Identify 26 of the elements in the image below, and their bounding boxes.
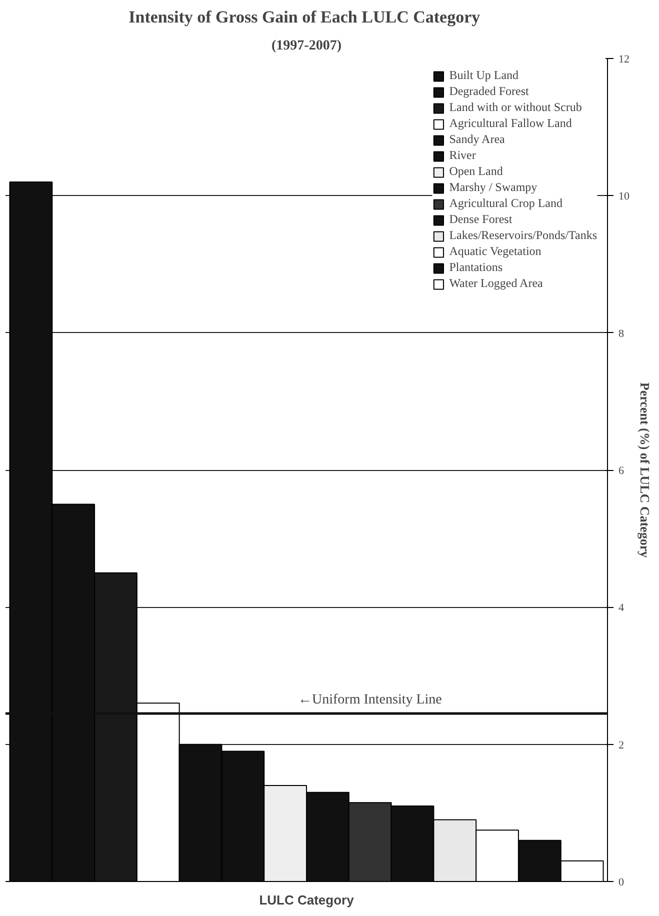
legend-label: River (449, 148, 476, 163)
y-axis-title: Percent (%) of LULC Category (638, 382, 652, 558)
legend-label: Aquatic Vegetation (449, 244, 542, 259)
y-tick-label: 10 (618, 190, 630, 203)
legend-label: Built Up Land (449, 68, 519, 83)
y-tick-label: 4 (618, 602, 624, 614)
y-tick-label: 0 (618, 876, 624, 888)
chart-title: Intensity of Gross Gain of Each LULC Category (128, 8, 481, 26)
chart-subtitle: (1997-2007) (272, 38, 342, 54)
legend-label: Open Land (449, 164, 503, 179)
legend-label: Sandy Area (449, 132, 505, 147)
legend-label: Agricultural Fallow Land (449, 116, 572, 131)
legend-label: Degraded Forest (449, 84, 529, 99)
y-tick-label: 6 (618, 465, 624, 477)
y-tick-label: 12 (618, 54, 630, 66)
legend-label: Agricultural Crop Land (449, 196, 562, 211)
legend-label: Lakes/Reservoirs/Ponds/Tanks (449, 228, 597, 243)
legend-label: Plantations (449, 260, 503, 275)
x-axis-title: LULC Category (259, 892, 355, 908)
legend-label: Water Logged Area (449, 276, 543, 291)
legend-label: Marshy / Swampy (449, 180, 538, 195)
legend-label: Land with or without Scrub (449, 100, 582, 115)
ref-line-label: ←Uniform Intensity Line (298, 692, 442, 708)
y-tick-label: 2 (618, 739, 624, 752)
y-tick-label: 8 (618, 328, 624, 340)
legend-label: Dense Forest (449, 212, 512, 227)
